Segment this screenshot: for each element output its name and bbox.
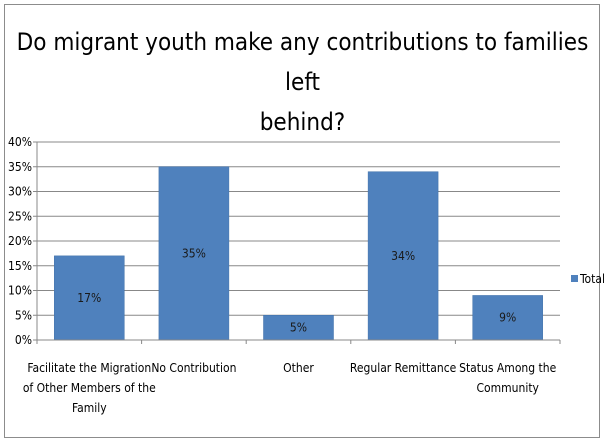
x-tick-label: Facilitate the Migration [27, 361, 151, 375]
x-tick-label: Status Among the [459, 361, 557, 375]
x-tick-label: Other [283, 361, 314, 375]
data-label: 5% [290, 321, 307, 335]
legend: Total [571, 272, 605, 286]
data-labels: 17% 35% 5% 34% 9% [77, 246, 516, 334]
y-tick-label: 10% [8, 284, 32, 298]
axes [36, 142, 561, 344]
y-tick-label: 0% [15, 333, 32, 347]
x-tick-label: Regular Remittance [350, 361, 457, 375]
data-label: 9% [499, 311, 516, 325]
bars [54, 166, 543, 341]
data-label: 34% [391, 249, 415, 263]
y-axis-tick-labels: 0% 5% 10% 15% 20% 25% 30% 35% 40% [8, 135, 32, 347]
bar [54, 255, 125, 341]
y-tick-label: 25% [8, 209, 32, 223]
y-tick-label: 15% [8, 259, 32, 273]
chart-frame [4, 4, 600, 438]
y-tick-label: 35% [8, 160, 32, 174]
x-tick-label: of Other Members of the [23, 381, 156, 395]
y-tick-label: 20% [8, 234, 32, 248]
legend-swatch [571, 275, 578, 282]
x-tick-label: Family [72, 401, 107, 415]
x-tick-label: No Contribution [151, 361, 236, 375]
chart-title-line-1: Do migrant youth make any contributions … [16, 28, 589, 96]
bar [158, 166, 230, 341]
data-label: 35% [182, 246, 206, 260]
y-tick-label: 40% [8, 135, 32, 149]
y-tick-label: 30% [8, 185, 32, 199]
x-tick-label: Community [476, 381, 539, 395]
bar [472, 295, 543, 341]
chart-title-line-2: behind? [259, 108, 346, 136]
legend-label: Total [579, 272, 605, 286]
bar [367, 171, 439, 341]
x-axis-tick-labels: Facilitate the Migration of Other Members… [23, 361, 557, 415]
y-tick-label: 5% [15, 308, 32, 322]
data-label: 17% [77, 291, 101, 305]
chart-title: Do migrant youth make any contributions … [0, 22, 605, 142]
bar [263, 315, 334, 341]
